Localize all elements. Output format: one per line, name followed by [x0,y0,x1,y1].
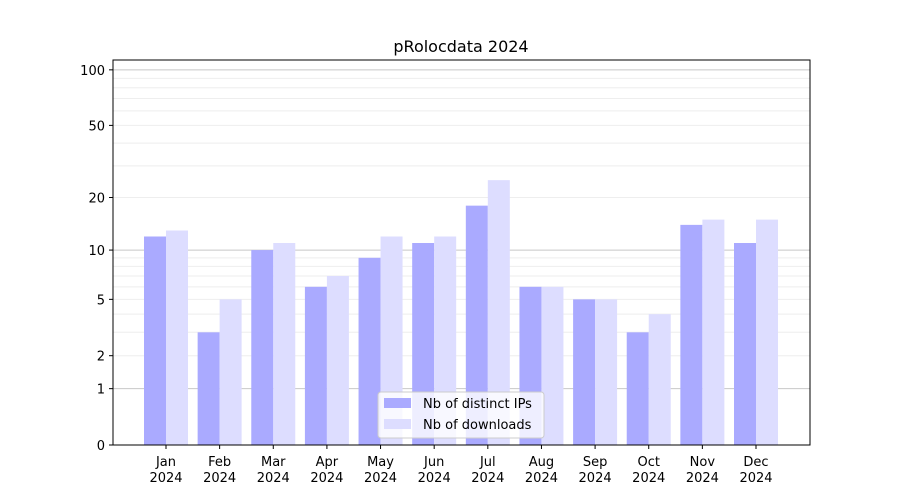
y-tick-label: 100 [80,64,105,79]
x-tick-label: Jun 2024 [418,455,451,486]
x-tick-label: Jan 2024 [149,455,182,486]
legend-box [377,391,545,439]
chart-title: pRolocdata 2024 [393,37,528,56]
bar-distinct-ips [573,299,596,445]
bar-downloads [326,275,349,445]
bar-downloads [648,314,671,445]
bar-distinct-ips [734,243,756,445]
bar-downloads [702,219,725,445]
x-tick-label: Aug 2024 [525,455,558,486]
x-tick-label: Nov 2024 [686,455,719,486]
bar-downloads [487,180,510,445]
y-tick-label: 20 [88,192,105,207]
x-tick-label: Dec 2024 [739,455,772,486]
x-tick-label: Jul 2024 [471,455,504,486]
bar-distinct-ips [680,224,703,445]
bar-distinct-ips [304,286,327,445]
x-tick-label: Feb 2024 [203,455,236,486]
y-tick-label: 1 [97,383,105,398]
bar-downloads [219,299,242,445]
y-tick-label: 50 [88,119,105,134]
x-tick-label: May 2024 [364,455,397,486]
bar-distinct-ips [358,257,381,445]
x-tick-label: Apr 2024 [310,455,343,486]
bar-distinct-ips [197,332,220,445]
y-tick-label: 2 [97,350,105,365]
y-tick-label: 10 [88,244,105,259]
x-tick-label: Mar 2024 [257,455,290,486]
plot-frame [112,59,811,446]
y-tick-label: 0 [97,439,105,454]
bar-distinct-ips [626,332,649,445]
bar-distinct-ips [144,236,166,445]
bar-downloads [595,299,618,445]
bar-downloads [541,286,564,445]
bar-distinct-ips [465,205,488,445]
x-tick-label: Oct 2024 [632,455,665,486]
bar-downloads [166,230,188,445]
legend-swatch [384,419,411,429]
x-tick-label: Sep 2024 [579,455,612,486]
bar-distinct-ips [251,250,274,445]
y-tick-label: 5 [97,293,105,308]
legend-label: Nb of downloads [423,418,532,433]
legend-swatch [384,398,411,408]
bar-downloads [756,219,778,445]
legend-label: Nb of distinct IPs [423,397,532,412]
bar-downloads [273,243,296,445]
